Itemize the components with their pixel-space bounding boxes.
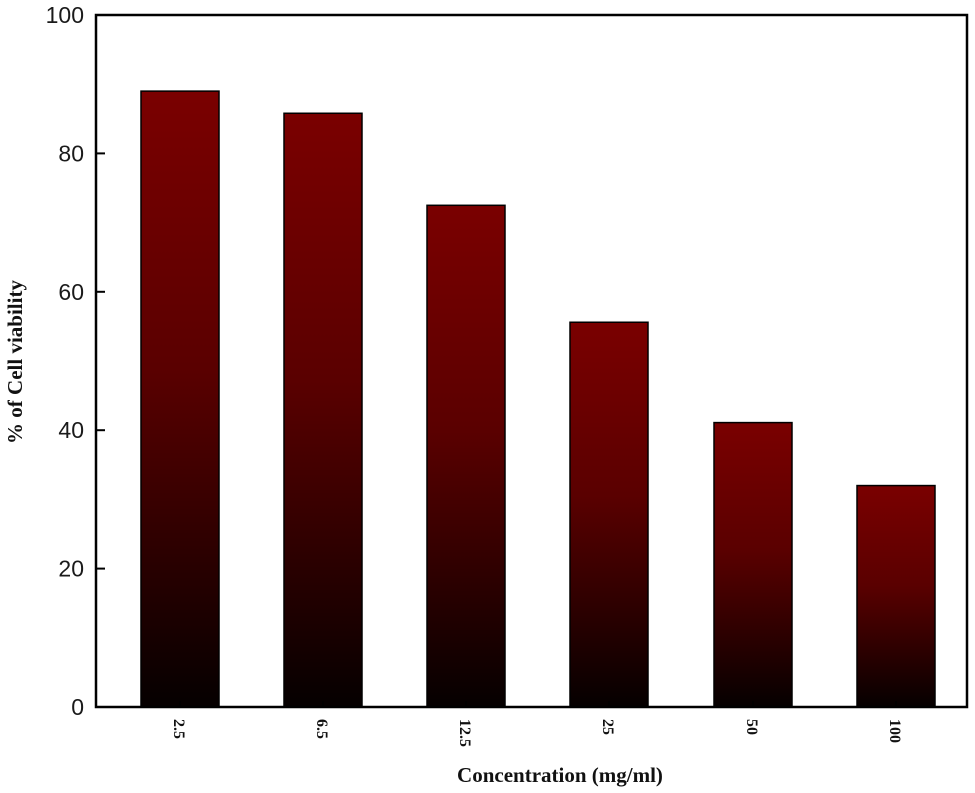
x-tick-label-12.5: 12.5 bbox=[456, 719, 473, 747]
x-tick-label-6.5: 6.5 bbox=[313, 719, 330, 739]
bar-50 bbox=[713, 421, 793, 708]
x-tick-label-50: 50 bbox=[743, 719, 760, 735]
y-tick-label-20: 20 bbox=[58, 556, 84, 582]
x-tick-label-25: 25 bbox=[599, 719, 616, 735]
bar-12.5 bbox=[426, 204, 506, 708]
y-axis-ticks: 0 20 40 60 80 100 bbox=[46, 2, 105, 720]
x-tick-label-2.5: 2.5 bbox=[170, 719, 187, 739]
bars-group bbox=[140, 90, 936, 708]
y-tick-label-0: 0 bbox=[71, 694, 84, 720]
x-tick-label-100: 100 bbox=[886, 719, 903, 743]
y-axis-title: % of Cell viability bbox=[3, 280, 27, 444]
y-tick-label-40: 40 bbox=[58, 417, 84, 443]
bar-2.5 bbox=[140, 90, 220, 708]
y-tick-label-100: 100 bbox=[46, 2, 84, 28]
y-tick-label-60: 60 bbox=[58, 279, 84, 305]
plot-frame bbox=[94, 13, 969, 709]
bar-25 bbox=[569, 321, 649, 708]
bar-100 bbox=[856, 484, 936, 708]
bar-6.5 bbox=[283, 112, 363, 708]
x-axis-title: Concentration (mg/ml) bbox=[457, 763, 663, 787]
y-tick-label-80: 80 bbox=[58, 140, 84, 166]
